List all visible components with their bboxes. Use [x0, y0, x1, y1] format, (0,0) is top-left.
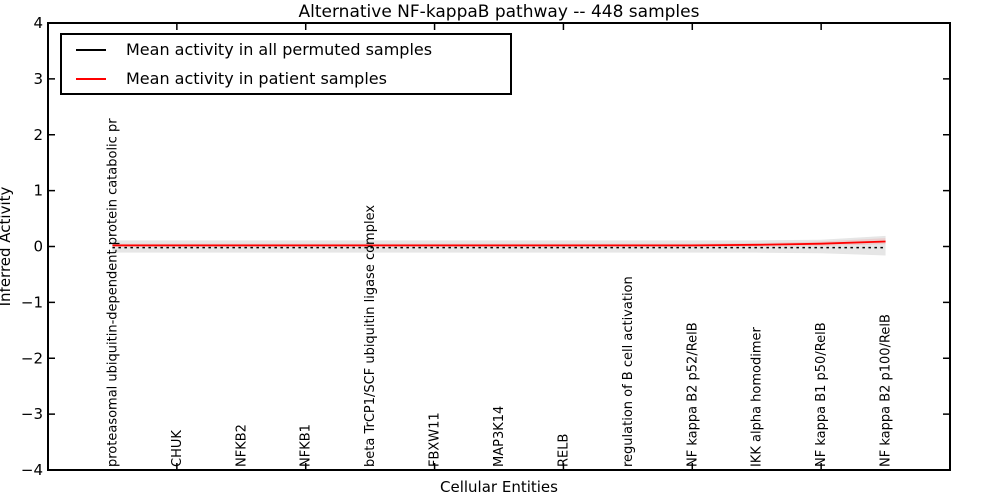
- y-tick-label: −1: [21, 293, 43, 311]
- x-category-label: NFKB1: [299, 424, 314, 467]
- x-category-label: NF kappa B2 p100/RelB: [879, 314, 894, 467]
- legend-item-patient: Mean activity in patient samples: [62, 64, 510, 93]
- x-category-label: CHUK: [170, 430, 185, 467]
- chart-title: Alternative NF-kappaB pathway -- 448 sam…: [298, 2, 700, 22]
- x-category-label: proteasomal ubiquitin-dependent protein …: [105, 118, 120, 467]
- x-category-label: FBXW11: [428, 412, 443, 467]
- x-category-label: regulation of B cell activation: [621, 276, 636, 467]
- y-tick-label: 3: [33, 70, 43, 88]
- legend-box: Mean activity in all permuted samples Me…: [60, 33, 512, 95]
- x-category-label: MAP3K14: [492, 406, 507, 467]
- y-axis-label: Inferred Activity: [0, 186, 14, 306]
- y-tick-label: −4: [21, 461, 43, 479]
- series-line-1: [112, 240, 886, 247]
- x-category-label: IKK alpha homodimer: [750, 326, 765, 467]
- y-tick-label: 2: [33, 126, 43, 144]
- y-tick-label: −2: [21, 349, 43, 367]
- x-category-label: NFKB2: [234, 424, 249, 467]
- y-tick-label: 4: [33, 14, 43, 32]
- x-axis-label: Cellular Entities: [440, 478, 558, 496]
- black-line-sample-icon: [76, 48, 106, 51]
- red-line-sample-icon: [76, 77, 106, 80]
- y-tick-label: −3: [21, 405, 43, 423]
- legend-label-permuted: Mean activity in all permuted samples: [126, 40, 433, 59]
- y-tick-label: 1: [33, 182, 43, 200]
- x-category-label: NF kappa B2 p52/RelB: [685, 322, 700, 467]
- y-tick-label: 0: [33, 238, 43, 256]
- axes-frame: [47, 22, 951, 471]
- x-category-label: NF kappa B1 p50/RelB: [814, 322, 829, 467]
- legend-label-patient: Mean activity in patient samples: [126, 69, 387, 88]
- x-category-label: RELB: [556, 434, 571, 467]
- x-category-label: beta TrCP1/SCF ubiquitin ligase complex: [363, 205, 378, 467]
- legend-item-permuted: Mean activity in all permuted samples: [62, 35, 510, 64]
